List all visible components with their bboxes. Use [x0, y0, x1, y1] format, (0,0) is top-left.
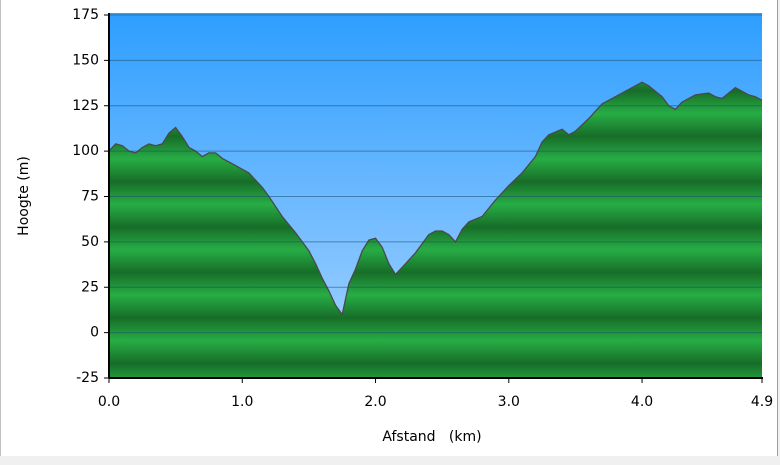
- elevation-area: [109, 82, 762, 378]
- y-tick-label: 75: [81, 189, 99, 205]
- y-tick-label: 0: [90, 325, 99, 341]
- x-axis-label: Afstand (km): [382, 429, 481, 445]
- x-tick-label: 1.0: [231, 394, 253, 410]
- x-tick-label: 3.0: [498, 394, 520, 410]
- y-tick-label: 150: [72, 52, 99, 68]
- y-tick-label: -25: [76, 370, 99, 386]
- y-tick-label: 100: [72, 143, 99, 159]
- y-tick-label: 175: [72, 7, 99, 23]
- y-tick-label: 125: [72, 98, 99, 114]
- x-tick-label: 4.9: [751, 394, 773, 410]
- x-tick-label: 4.0: [631, 394, 653, 410]
- y-axis-label: Hoogte (m): [16, 156, 32, 236]
- y-tick-label: 25: [81, 279, 99, 295]
- y-tick-label: 50: [81, 234, 99, 250]
- plot-area: [108, 13, 763, 378]
- x-tick-label: 0.0: [98, 394, 120, 410]
- x-tick-label: 2.0: [364, 394, 386, 410]
- elevation-line: [108, 81, 763, 317]
